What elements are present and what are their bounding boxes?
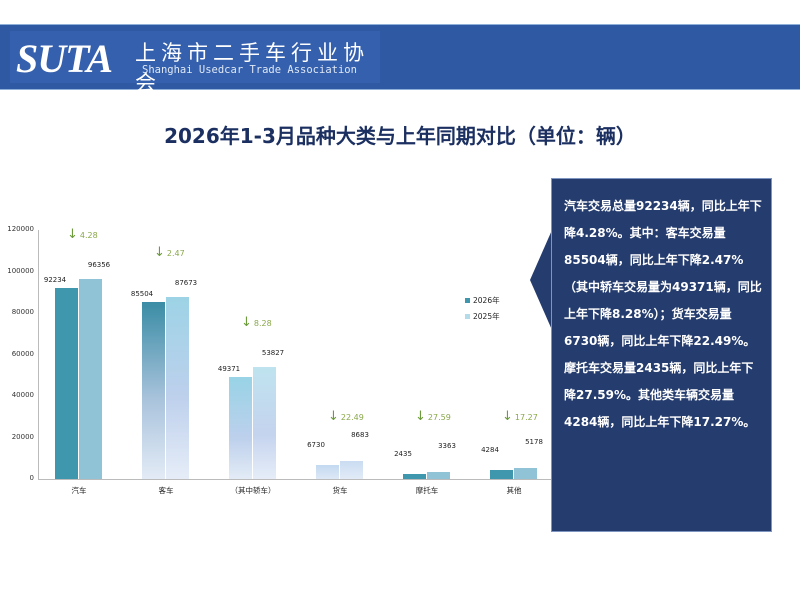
logo-text: SUTA (16, 36, 113, 81)
x-tick-label: 摩托车 (415, 486, 439, 495)
x-tick-label: （其中轿车） (230, 486, 276, 495)
bar-2025年 (253, 367, 276, 479)
x-axis (38, 479, 560, 480)
value-label: 6730 (307, 441, 325, 450)
x-tick-label: 货车 (332, 486, 348, 495)
legend-swatch-2026 (465, 298, 470, 303)
y-tick-label: 120000 (7, 225, 34, 233)
value-label: 2435 (394, 449, 412, 458)
value-label: 96356 (87, 261, 111, 270)
y-tick-label: 0 (29, 474, 34, 482)
yoy-change: ↓ 17.27 (502, 409, 538, 424)
down-arrow-icon: ↓ (502, 409, 513, 424)
value-label: 3363 (438, 442, 456, 451)
yoy-change-value: 22.49 (340, 413, 364, 422)
y-tick-label: 20000 (11, 432, 34, 441)
yoy-change: ↓ 4.28 (67, 227, 98, 242)
yoy-change-value: 17.27 (514, 413, 538, 422)
y-tick-label: 100000 (7, 266, 34, 275)
summary-text: 汽车交易总量92234辆，同比上年下降4.28%。其中：客车交易量85504辆，… (564, 199, 762, 429)
bar-2026年 (490, 470, 513, 479)
value-label: 4284 (481, 446, 499, 455)
yoy-change-value: 2.47 (166, 249, 185, 259)
summary-callout: 汽车交易总量92234辆，同比上年下降4.28%。其中：客车交易量85504辆，… (551, 178, 772, 532)
down-arrow-icon: ↓ (241, 315, 252, 331)
legend-item-2026: 2026年 (465, 295, 500, 306)
callout-pointer (530, 230, 552, 330)
bar-2026年 (142, 301, 165, 479)
bar-2026年 (55, 287, 78, 479)
bar-2026年 (403, 473, 426, 479)
bar-2025年 (79, 279, 102, 479)
value-label: 8683 (351, 430, 369, 439)
y-tick-label: 60000 (11, 349, 34, 358)
yoy-change-value: 4.28 (79, 231, 98, 241)
header-banner: SUTA 上海市二手车行业协会 Shanghai Usedcar Trade A… (0, 24, 800, 95)
x-tick-label: 汽车 (71, 486, 87, 495)
y-tick-label: 80000 (11, 308, 34, 316)
logo: SUTA 上海市二手车行业协会 Shanghai Usedcar Trade A… (10, 31, 380, 95)
yoy-change-value: 8.28 (253, 319, 272, 329)
org-name-cn: 上海市二手车行业协会 (135, 41, 369, 95)
bar-2025年 (427, 472, 450, 479)
bar-2026年 (229, 376, 252, 479)
bar-chart: 2026年 2025年 0 20000 40000 60000 80000 100000 1… (0, 220, 560, 500)
x-tick-label: 其他 (506, 486, 522, 495)
value-label: 85504 (130, 289, 154, 298)
down-arrow-icon: ↓ (415, 409, 426, 424)
down-arrow-icon: ↓ (328, 409, 339, 424)
bar-2026年 (316, 465, 339, 479)
yoy-change: ↓ 8.28 (241, 315, 272, 330)
x-tick-label: 客车 (158, 486, 174, 495)
y-axis (38, 230, 39, 479)
yoy-change: ↓ 27.59 (415, 409, 451, 424)
bar-2025年 (166, 297, 189, 479)
yoy-change: ↓ 2.47 (154, 245, 185, 260)
value-label: 49371 (217, 364, 241, 373)
bar-2025年 (514, 468, 537, 479)
page-title: 2026年1-3月品种大类与上年同期对比（单位：辆） (164, 124, 636, 148)
org-name-en: Shanghai Usedcar Trade Association (142, 64, 357, 76)
value-label: 53827 (261, 349, 285, 358)
down-arrow-icon: ↓ (67, 227, 78, 243)
value-label: 5178 (525, 438, 543, 447)
legend-item-2025: 2025年 (465, 311, 500, 322)
legend-swatch-2025 (465, 314, 470, 319)
value-label: 92234 (43, 275, 67, 284)
yoy-change: ↓ 22.49 (328, 409, 364, 424)
value-label: 87673 (174, 279, 198, 288)
yoy-change-value: 27.59 (427, 413, 451, 422)
chart-legend: 2026年 2025年 (465, 295, 500, 327)
y-tick-label: 40000 (11, 391, 34, 399)
down-arrow-icon: ↓ (154, 245, 165, 261)
bar-2025年 (340, 460, 363, 479)
